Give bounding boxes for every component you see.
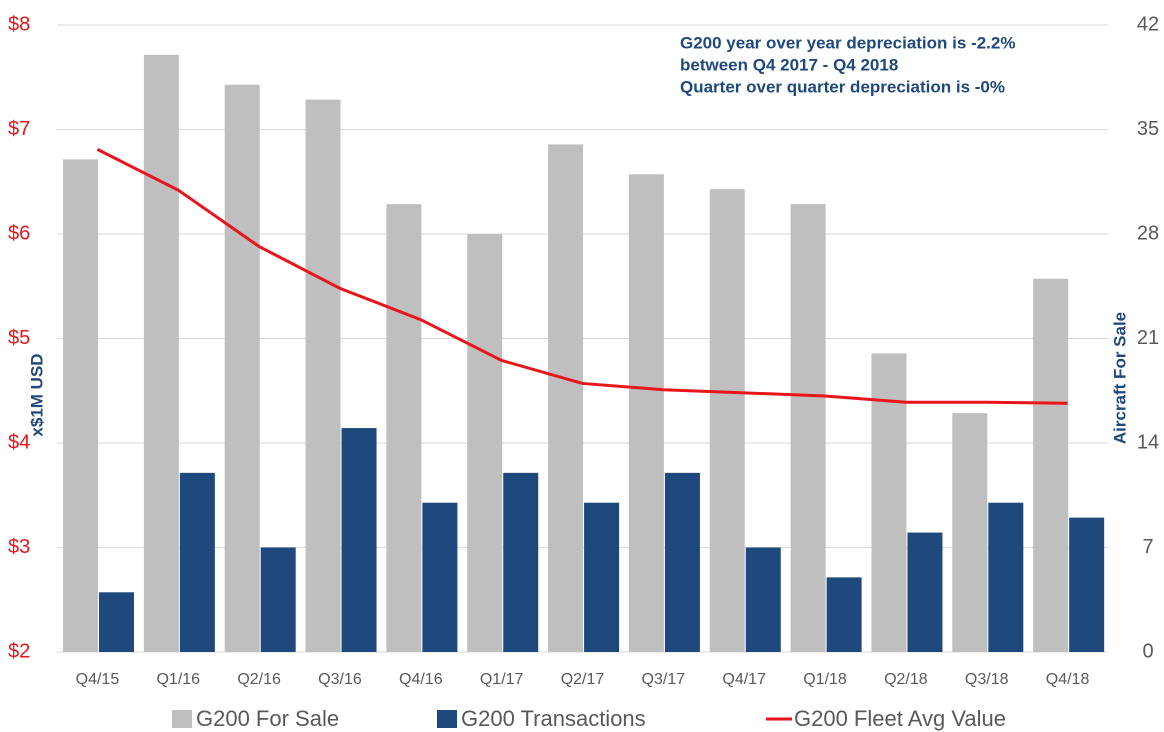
- bar: [467, 234, 503, 652]
- y-tick-label: $2: [8, 640, 30, 662]
- x-tick-label: Q3/17: [642, 671, 686, 688]
- bar: [907, 532, 943, 652]
- x-tick-label: Q2/16: [237, 671, 281, 688]
- y-tick-label: $3: [8, 536, 30, 558]
- y2-tick-label: 35: [1137, 118, 1159, 140]
- x-tick-label: Q2/18: [884, 671, 928, 688]
- y-axis-label: x$1M USD: [27, 353, 46, 436]
- bar: [745, 547, 781, 652]
- x-tick-label: Q1/17: [480, 671, 524, 688]
- bar: [503, 472, 539, 652]
- annotation: Quarter over quarter depreciation is -0%: [680, 77, 1005, 96]
- bar: [584, 502, 620, 652]
- y2-tick-label: 42: [1137, 13, 1159, 35]
- bar: [1033, 278, 1069, 652]
- x-tick-label: Q1/18: [803, 671, 847, 688]
- bar: [1069, 517, 1105, 652]
- x-tick-label: Q2/17: [561, 671, 605, 688]
- bar: [143, 54, 179, 653]
- y-tick-label: $5: [8, 327, 30, 349]
- y2-tick-label: 0: [1142, 640, 1153, 662]
- x-tick-label: Q4/15: [76, 671, 120, 688]
- bar: [548, 144, 584, 652]
- bar: [224, 84, 260, 652]
- line: [96, 148, 1068, 405]
- x-tick-label: Q4/18: [1046, 671, 1090, 688]
- bar: [386, 204, 422, 652]
- bar: [871, 353, 907, 652]
- bar: [305, 99, 341, 652]
- legend-label: G200 For Sale: [196, 706, 339, 731]
- y-tick-label: $4: [8, 431, 30, 453]
- bar: [422, 502, 458, 652]
- bar: [709, 189, 745, 652]
- legend-swatch: [437, 710, 457, 728]
- bar: [63, 159, 98, 652]
- y-tick-label: $6: [8, 222, 30, 244]
- bar: [664, 472, 700, 652]
- bar: [952, 413, 988, 652]
- x-tick-label: Q3/16: [318, 671, 362, 688]
- bar: [341, 428, 377, 652]
- y-tick-label: $7: [8, 118, 30, 140]
- bar: [179, 472, 215, 652]
- y2-tick-label: 21: [1137, 327, 1159, 349]
- y-tick-label: $8: [8, 13, 30, 35]
- y2-axis-label: Aircraft For Sale: [1110, 312, 1129, 444]
- y2-tick-label: 28: [1137, 222, 1159, 244]
- annotation: G200 year over year depreciation is -2.2…: [680, 33, 1015, 52]
- x-tick-label: Q3/18: [965, 671, 1009, 688]
- bar: [260, 547, 296, 652]
- legend-swatch: [172, 710, 192, 728]
- x-tick-label: Q4/16: [399, 671, 443, 688]
- bar: [628, 174, 664, 653]
- y2-tick-label: 7: [1142, 536, 1153, 558]
- legend-label: G200 Fleet Avg Value: [794, 706, 1006, 731]
- annotation: between Q4 2017 - Q4 2018: [680, 55, 898, 74]
- y2-tick-label: 14: [1137, 431, 1159, 453]
- bar: [988, 502, 1024, 652]
- bar: [790, 204, 826, 652]
- bar: [99, 592, 134, 652]
- x-tick-label: Q1/16: [156, 671, 200, 688]
- bar: [826, 577, 862, 652]
- legend-label: G200 Transactions: [461, 706, 646, 731]
- x-tick-label: Q4/17: [722, 671, 766, 688]
